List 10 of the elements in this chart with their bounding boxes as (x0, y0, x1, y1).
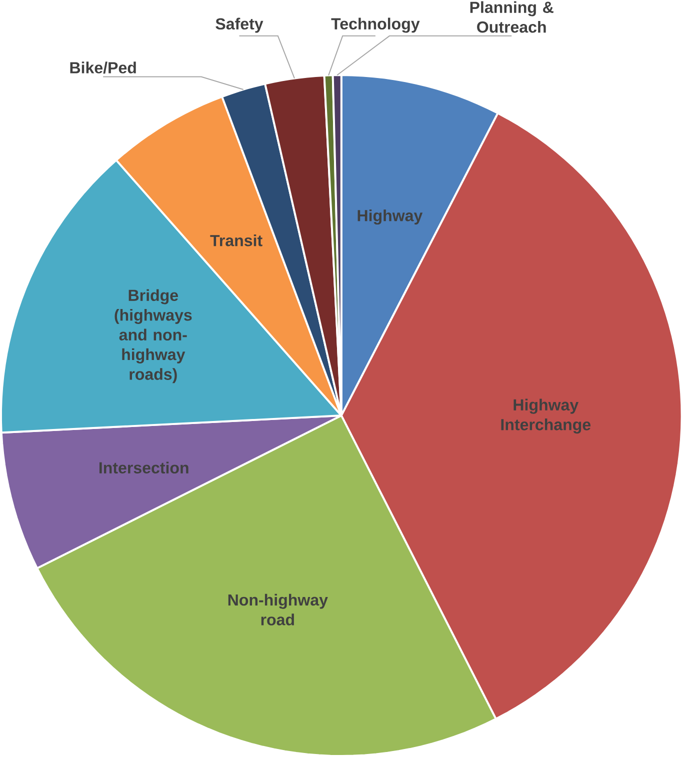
slice-label: Bridge (highways and non-highway roads) (114, 289, 192, 384)
slice-label: Technology (331, 18, 420, 33)
slice-label: Transit (210, 234, 262, 246)
slice-label: Highway (358, 210, 423, 225)
slice-label: Non-highway road (228, 594, 328, 626)
slice-label: Safety (216, 18, 264, 33)
slice-label: Highway Interchange (501, 398, 591, 434)
slice-label: Planning & Outreach (470, 1, 554, 33)
slice-label: Intersection (100, 462, 188, 474)
slice-label: Bike/Ped (70, 62, 136, 74)
